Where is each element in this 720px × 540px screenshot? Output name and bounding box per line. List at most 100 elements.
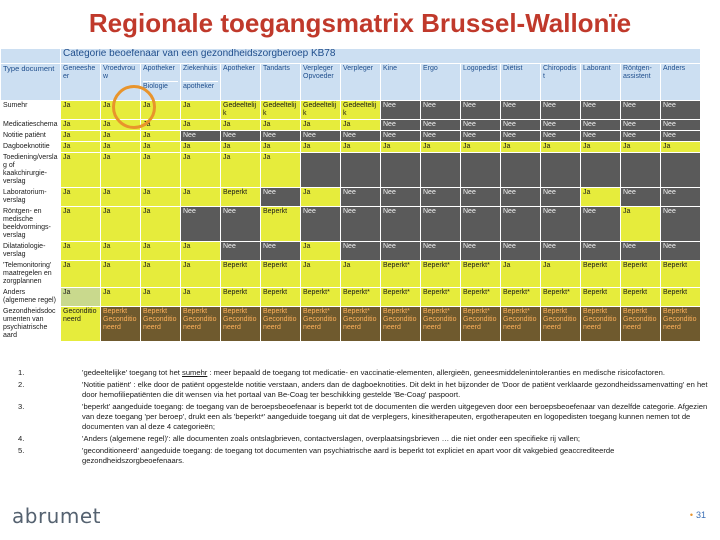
matrix-cell: Beperkt*	[300, 287, 341, 307]
matrix-cell: Ja	[260, 119, 301, 131]
matrix-cell: Ja	[60, 130, 101, 142]
matrix-cell: Ja	[100, 141, 141, 153]
matrix-cell: Nee	[380, 130, 421, 142]
footnote: 5. 'geconditioneerd' aangeduide toegang: …	[18, 446, 708, 466]
matrix-cell: Nee	[420, 119, 461, 131]
matrix-cell: Nee	[500, 241, 541, 261]
matrix-cell: Ja	[100, 130, 141, 142]
matrix-cell	[340, 152, 381, 188]
matrix-cell: Ja	[300, 241, 341, 261]
matrix-cell: Beperkt* Geconditio neerd	[460, 306, 501, 342]
row-header: Anders (algemene regel)	[0, 287, 61, 307]
matrix-cell: Ja	[580, 141, 621, 153]
matrix-cell: Ja	[60, 119, 101, 131]
matrix-cell: Ja	[100, 187, 141, 207]
column-header: Verpleger	[340, 63, 381, 101]
matrix-cell: Nee	[380, 100, 421, 120]
footnote: 1. 'gedeeltelijke' toegang tot het sumehr…	[18, 368, 708, 378]
row-header: Toediening/verslag of kaakchirurgie-vers…	[0, 152, 61, 188]
table-row: Gezondheidsdocumenten van psychiatrische…	[0, 306, 702, 342]
matrix-cell: Nee	[420, 130, 461, 142]
matrix-cell: Ja	[220, 152, 261, 188]
matrix-cell: Ja	[659, 141, 702, 153]
matrix-cell: Nee	[540, 130, 581, 142]
column-header-label: Kine	[383, 65, 398, 72]
column-header: Ziekenhuis apotheker	[180, 63, 221, 101]
matrix-cell: Nee	[460, 187, 501, 207]
matrix-cell: Beperkt	[620, 260, 661, 288]
matrix-cell: Nee	[580, 241, 621, 261]
matrix-cell: Nee	[380, 119, 421, 131]
matrix-cell: Ja	[500, 260, 541, 288]
footnote-text-part: : meer bepaald de toegang tot medicatie-…	[207, 368, 665, 377]
matrix-cell: Nee	[380, 187, 421, 207]
column-header: Diëtist	[500, 63, 541, 101]
matrix-cell: Ja	[260, 152, 301, 188]
matrix-cell: Beperkt	[220, 260, 261, 288]
column-header-label: Chiropodist	[543, 65, 577, 80]
column-header-label: Vroedvrouw	[103, 65, 136, 80]
page-number-value: 31	[695, 510, 706, 520]
matrix-cell: Ja	[220, 141, 261, 153]
column-header-label: Anders	[663, 65, 686, 72]
matrix-cell: Ja	[300, 260, 341, 288]
matrix-cell: Beperkt	[260, 260, 301, 288]
matrix-cell: Beperkt	[580, 287, 621, 307]
matrix-cell: Nee	[620, 100, 661, 120]
matrix-cell: Beperkt	[260, 206, 301, 242]
column-header-label: Apotheker	[223, 65, 255, 72]
matrix-cell: Ja	[60, 141, 101, 153]
row-header: Notitie patiënt	[0, 130, 61, 142]
matrix-cell: Beperkt*	[420, 260, 461, 288]
matrix-cell: Ja	[180, 119, 221, 131]
footnote-number: 3.	[18, 402, 25, 411]
matrix-cell: Ja	[180, 241, 221, 261]
matrix-cell: Nee	[420, 187, 461, 207]
column-header: Logopedist	[460, 63, 501, 101]
matrix-cell: Ja	[100, 206, 141, 242]
matrix-cell: Beperkt Geconditio neerd	[540, 306, 581, 342]
matrix-cell: Ja	[100, 260, 141, 288]
matrix-cell: Ja	[380, 141, 421, 153]
column-header-label: Geneesheer	[63, 65, 96, 80]
column-header: Laborant	[580, 63, 621, 101]
row-header: Dagboeknotitie	[0, 141, 61, 153]
footnote-text: 'gedeeltelijke' toegang tot het sumehr :…	[82, 368, 708, 378]
matrix-cell: Ja	[300, 187, 341, 207]
matrix-cell: Beperkt	[659, 287, 702, 307]
matrix-cell: Nee	[460, 206, 501, 242]
column-header-sublabel: Biologie	[143, 81, 178, 91]
matrix-cell: Nee	[620, 241, 661, 261]
matrix-table: Categorie beoefenaar van een gezondheids…	[0, 48, 702, 342]
matrix-cell: Nee	[260, 187, 301, 207]
matrix-cell: Beperkt	[580, 260, 621, 288]
matrix-cell: Nee	[540, 187, 581, 207]
matrix-cell: Nee	[460, 241, 501, 261]
column-header-label: Ergo	[423, 65, 438, 72]
matrix-cell: Nee	[300, 206, 341, 242]
matrix-cell: Nee	[540, 119, 581, 131]
matrix-cell: Nee	[220, 241, 261, 261]
matrix-cell: Nee	[540, 100, 581, 120]
matrix-cell: Nee	[500, 187, 541, 207]
column-header: Kine	[380, 63, 421, 101]
column-header: Geneesheer	[60, 63, 101, 101]
row-header: Medicatieschema	[0, 119, 61, 131]
matrix-cell: Beperkt Geconditio neerd	[220, 306, 261, 342]
table-row: Medicatieschema Ja Ja Ja Ja Ja Ja Ja Ja Nee Nee Nee…	[0, 119, 702, 131]
page-number: • 31	[690, 510, 706, 520]
column-header: Ergo	[420, 63, 461, 101]
matrix-cell: Nee	[300, 130, 341, 142]
matrix-cell: Beperkt	[659, 260, 702, 288]
column-header: Apotheker	[220, 63, 261, 101]
column-header-label: Logopedist	[463, 65, 498, 72]
footnote-text: 'beperkt' aangeduide toegang: de toegang…	[82, 402, 708, 432]
row-header: Laboratorium-verslag	[0, 187, 61, 207]
matrix-cell: Ja	[140, 206, 181, 242]
matrix-cell: Beperkt* Geconditio neerd	[340, 306, 381, 342]
footnote: 2. 'Notitie patiënt' : elke door de patië…	[18, 380, 708, 400]
matrix-cell: Ja	[300, 141, 341, 153]
matrix-cell: Nee	[580, 119, 621, 131]
matrix-cell: Beperkt Geconditio neerd	[620, 306, 661, 342]
matrix-cell: Ja	[220, 119, 261, 131]
